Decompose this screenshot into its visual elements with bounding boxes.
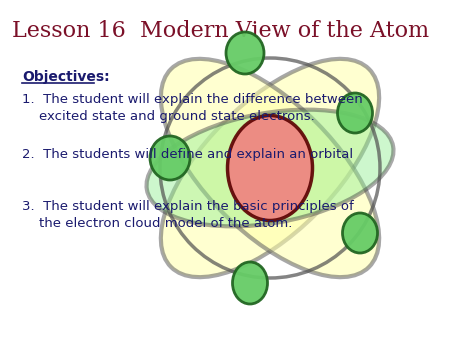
Ellipse shape	[228, 116, 312, 220]
Text: Lesson 16  Modern View of the Atom: Lesson 16 Modern View of the Atom	[12, 20, 429, 42]
Ellipse shape	[150, 136, 190, 180]
Ellipse shape	[161, 59, 379, 277]
Ellipse shape	[147, 110, 393, 226]
Text: Objectives:: Objectives:	[22, 70, 110, 84]
Text: 1.  The student will explain the difference between
    excited state and ground: 1. The student will explain the differen…	[22, 93, 363, 123]
Ellipse shape	[233, 262, 267, 304]
Ellipse shape	[226, 32, 264, 74]
Ellipse shape	[161, 59, 379, 277]
Text: 2.  The students will define and explain an orbital: 2. The students will define and explain …	[22, 148, 353, 161]
Ellipse shape	[338, 93, 373, 133]
Text: 3.  The student will explain the basic principles of
    the electron cloud mode: 3. The student will explain the basic pr…	[22, 200, 354, 230]
Ellipse shape	[342, 213, 378, 253]
